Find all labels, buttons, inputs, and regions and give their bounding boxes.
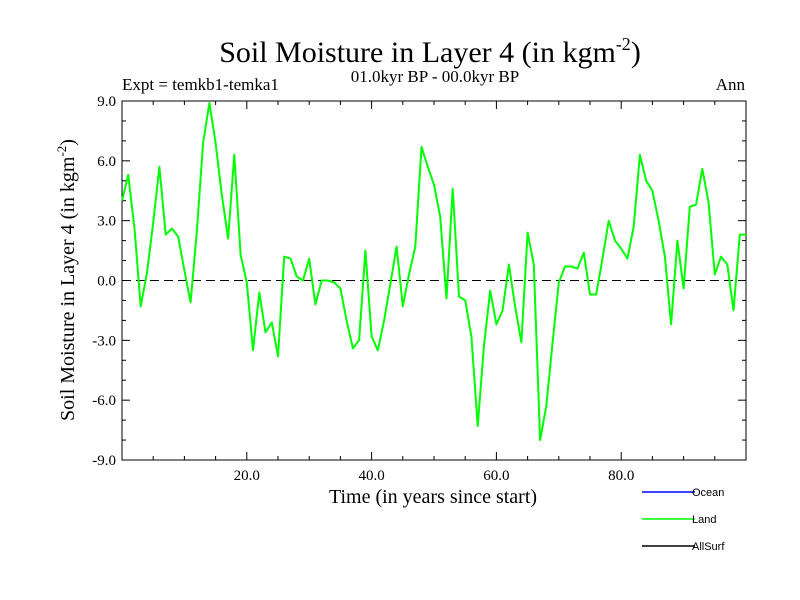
subtitle-experiment: Expt = temkb1-temka1 xyxy=(122,75,279,94)
y-tick-label: -3.0 xyxy=(92,333,116,349)
legend: Ocean Land AllSurf xyxy=(642,487,725,553)
chart-title-main: Soil Moisture in Layer 4 (in kgm xyxy=(219,36,616,69)
legend-label-land: Land xyxy=(692,514,716,526)
x-axis-label: Time (in years since start) xyxy=(329,486,537,508)
x-tick-label: 40.0 xyxy=(358,468,384,484)
subtitle-period: 01.0kyr BP - 00.0kyr BP xyxy=(351,67,519,86)
y-tick-label: -6.0 xyxy=(92,393,116,409)
x-tick-label: 80.0 xyxy=(608,468,634,484)
legend-label-ocean: Ocean xyxy=(692,487,724,499)
chart-title: Soil Moisture in Layer 4 (in kgm-2) xyxy=(219,34,641,69)
y-axis-label-close: ) xyxy=(57,139,79,146)
y-axis-label: Soil Moisture in Layer 4 (in kgm-2) xyxy=(54,139,79,421)
x-tick-label: 20.0 xyxy=(234,468,260,484)
y-tick-label: -9.0 xyxy=(92,453,116,469)
axis-tick-labels: 9.0 6.0 3.0 0.0 -3.0 -6.0 -9.0 20.0 40.0 60.0 80.0 xyxy=(92,94,634,484)
y-tick-label: 9.0 xyxy=(97,94,116,110)
y-tick-label: 6.0 xyxy=(97,154,116,170)
x-tick-label: 60.0 xyxy=(483,468,509,484)
axis-ticks xyxy=(122,100,746,461)
data-series xyxy=(121,102,746,442)
y-tick-label: 3.0 xyxy=(97,214,116,230)
series-line-land xyxy=(121,102,746,442)
y-axis-label-main: Soil Moisture in Layer 4 (in kgm xyxy=(57,156,79,421)
legend-label-allsurf: AllSurf xyxy=(692,541,725,553)
subtitle-season: Ann xyxy=(716,75,746,94)
y-axis-label-exponent: -2 xyxy=(54,146,69,157)
chart-title-exponent: -2 xyxy=(616,34,631,54)
y-tick-label: 0.0 xyxy=(97,274,116,290)
chart-title-close: ) xyxy=(631,36,641,69)
